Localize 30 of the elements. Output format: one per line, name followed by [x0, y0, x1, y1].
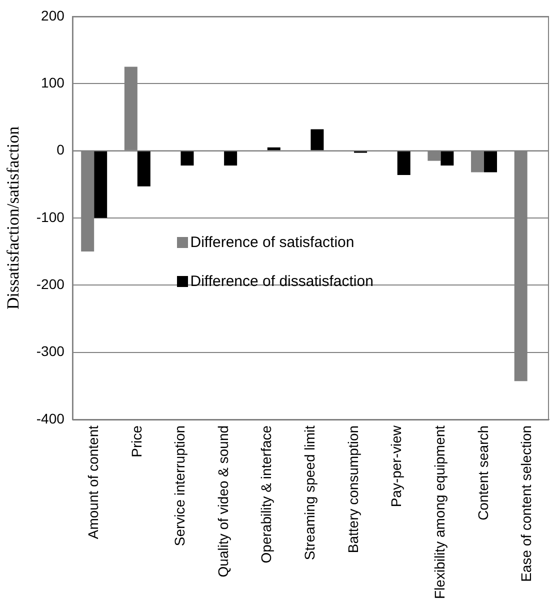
- x-tick-label: Price: [128, 425, 144, 458]
- y-tick-label: -300: [36, 343, 65, 360]
- bar: [440, 151, 454, 166]
- x-tick-label: Quality of video & sound: [214, 425, 231, 578]
- y-axis-title: Dissatisfaction/satisfaction: [4, 126, 23, 310]
- bar: [180, 151, 194, 166]
- y-tick-label: 200: [41, 7, 65, 24]
- bar: [310, 129, 324, 150]
- x-tick-label: Service interruption: [172, 425, 188, 546]
- legend-label: Difference of satisfaction: [190, 234, 354, 252]
- bar: [137, 151, 150, 186]
- bar: [224, 151, 238, 166]
- x-tick-label: Operability & interface: [258, 425, 274, 564]
- y-tick-label: -400: [36, 410, 65, 426]
- bar: [267, 147, 280, 150]
- y-tick-label: -100: [36, 208, 65, 225]
- x-tick-label: Streaming speed limit: [302, 425, 318, 560]
- bar: [94, 151, 108, 218]
- y-tick-label: 0: [56, 142, 65, 158]
- x-tick-label: Amount of content: [84, 425, 101, 540]
- y-tick-label: -200: [36, 276, 65, 292]
- x-tick-label: Flexibility among equipment: [432, 425, 448, 599]
- x-tick-label: Content search: [474, 425, 491, 520]
- y-tick-label: 100: [41, 74, 65, 90]
- legend-label: Difference of dissatisfaction: [190, 273, 374, 290]
- x-tick-label: Ease of content selection: [518, 425, 534, 582]
- bar: [397, 151, 410, 175]
- x-tick-label: Pay-per-view: [388, 424, 404, 508]
- x-tick-label: Battery consumption: [344, 425, 361, 554]
- bar: [484, 151, 498, 172]
